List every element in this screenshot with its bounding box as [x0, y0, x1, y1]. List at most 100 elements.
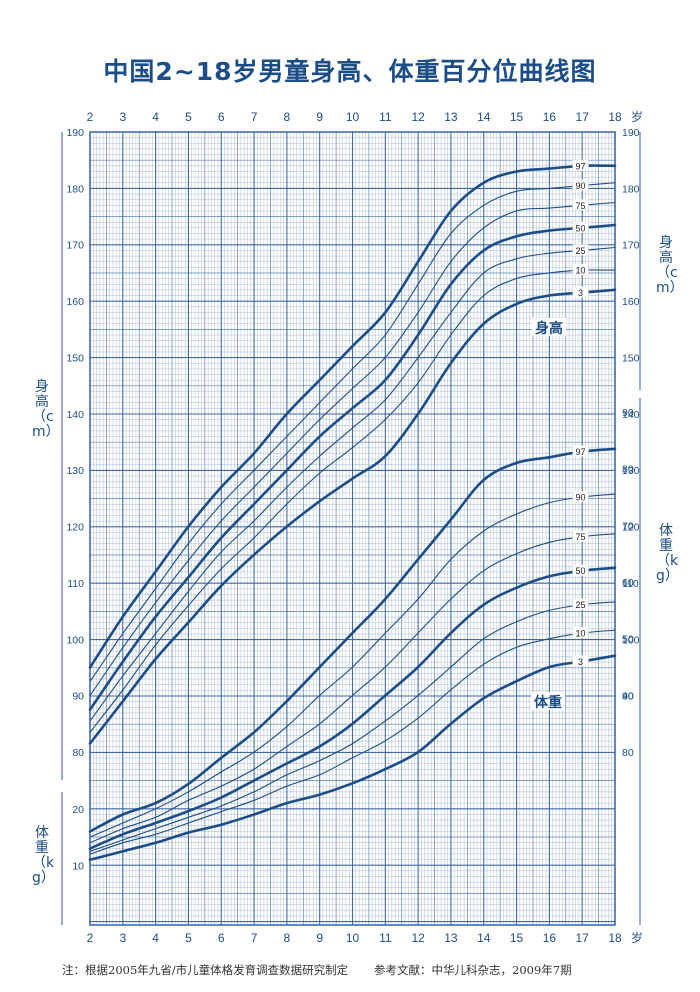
weight-tick-left: 10	[72, 861, 84, 873]
height-tick-left: 130	[66, 465, 84, 477]
height-label-p90: 90	[576, 181, 586, 191]
weight-label-bg-p90	[572, 490, 589, 502]
x-tick-bottom: 5	[185, 931, 192, 945]
height-curve-p97	[88, 164, 617, 669]
height-tick-left: 190	[66, 127, 84, 139]
height-curve-p3	[88, 288, 617, 745]
x-tick-top: 13	[444, 110, 458, 124]
height-tick-right: 120	[622, 522, 640, 534]
percentile-curves	[88, 164, 617, 862]
weight-label-p90: 90	[576, 492, 586, 502]
left-weight-axis-label: 体重（kg）	[32, 825, 55, 886]
height-tick-right: 170	[622, 240, 640, 252]
plot-frame	[89, 131, 616, 926]
right-weight-axis-label: 体重（kg）	[656, 523, 679, 584]
x-tick-top: 16	[543, 110, 557, 124]
weight-curve-p3	[88, 654, 617, 862]
x-tick-top: 4	[152, 110, 159, 124]
height-tick-right: 140	[622, 409, 640, 421]
height-tick-left: 160	[66, 296, 84, 308]
height-tick-right: 100	[622, 634, 640, 646]
weight-curve-p25	[89, 601, 616, 852]
height-tick-right: 190	[622, 127, 640, 139]
height-tick-left: 180	[66, 183, 84, 195]
height-caption-bg	[532, 318, 566, 336]
height-tick-right: 160	[622, 296, 640, 308]
height-tick-left: 80	[72, 747, 84, 759]
x-tick-bottom: 15	[510, 931, 524, 945]
weight-curve-p90	[89, 493, 616, 838]
height-curve-p50	[88, 223, 617, 711]
x-tick-top: 10	[346, 110, 360, 124]
x-tick-top: 5	[185, 110, 192, 124]
height-tick-left: 90	[72, 691, 84, 703]
height-tick-left: 110	[67, 578, 84, 590]
weight-tick-right: 70	[622, 520, 634, 532]
x-tick-top: 8	[284, 110, 291, 124]
weight-label-bg-p97	[572, 445, 589, 457]
height-label-bg-p3	[572, 286, 589, 298]
height-label-bg-p75	[572, 199, 589, 211]
height-tick-left: 150	[66, 352, 84, 364]
weight-label-p75: 75	[576, 532, 586, 542]
weight-caption: 体重	[534, 694, 562, 711]
weight-label-bg-p10	[572, 627, 589, 639]
x-tick-top: 7	[251, 110, 258, 124]
weight-curve-p75	[89, 533, 616, 844]
height-curve-p90	[89, 182, 616, 683]
x-tick-top: 17	[576, 110, 590, 124]
height-label-p50: 50	[576, 223, 586, 233]
x-tick-bottom: 9	[316, 931, 323, 945]
x-tick-bottom: 10	[346, 931, 360, 945]
weight-label-p10: 10	[576, 629, 586, 639]
x-unit-bottom: 岁	[631, 930, 643, 945]
height-tick-left: 140	[66, 409, 84, 421]
weight-tick-left: 20	[72, 804, 84, 816]
height-tick-right: 90	[622, 691, 634, 703]
x-unit-top: 岁	[631, 109, 643, 124]
grid	[89, 131, 616, 926]
x-tick-top: 9	[316, 110, 323, 124]
weight-tick-right: 40	[622, 690, 634, 702]
weight-label-p3: 3	[578, 657, 583, 667]
reference: 参考文献：中华儿科杂志，2009年7期	[374, 963, 572, 977]
x-tick-bottom: 4	[152, 931, 159, 945]
axes: 2 2 3 3 4 4 5 5 6 6 7 7 8 8 9 9 10 10 11 11 12 12 13 13 14 14 15 15…	[61, 109, 643, 945]
height-tick-right: 130	[622, 465, 640, 477]
height-tick-right: 180	[622, 183, 640, 195]
x-tick-bottom: 14	[477, 931, 491, 945]
height-tick-left: 100	[66, 634, 84, 646]
height-tick-right: 150	[622, 352, 640, 364]
height-tick-right: 110	[622, 578, 639, 590]
height-tick-right: 80	[622, 747, 634, 759]
weight-curve-p10	[89, 629, 616, 855]
weight-label-bg-p25	[572, 598, 589, 610]
height-label-p75: 75	[576, 201, 586, 211]
x-tick-top: 3	[119, 110, 126, 124]
x-tick-bottom: 2	[87, 931, 94, 945]
weight-tick-right: 90	[622, 407, 634, 419]
x-tick-bottom: 8	[284, 931, 291, 945]
height-tick-left: 120	[66, 522, 84, 534]
height-label-bg-p50	[572, 221, 589, 233]
left-height-axis-label: 身高（cm）	[32, 379, 60, 440]
weight-tick-right: 80	[622, 464, 634, 476]
x-tick-top: 14	[477, 110, 491, 124]
height-label-p10: 10	[576, 266, 586, 276]
footnote: 注：根据2005年九省/市儿童体格发育调查数据研究制定	[62, 963, 349, 977]
height-curve-p25	[89, 246, 616, 722]
weight-label-p97: 97	[576, 447, 586, 457]
x-tick-top: 2	[87, 110, 94, 124]
height-label-p3: 3	[578, 288, 583, 298]
weight-curve-p97	[88, 447, 617, 833]
weight-label-p25: 25	[576, 600, 586, 610]
weight-tick-right: 50	[622, 634, 634, 646]
x-tick-bottom: 7	[251, 931, 258, 945]
x-tick-top: 18	[608, 110, 622, 124]
height-label-bg-p90	[572, 179, 589, 191]
weight-label-bg-p3	[572, 655, 589, 667]
height-label-p25: 25	[576, 246, 586, 256]
x-tick-top: 15	[510, 110, 524, 124]
x-tick-bottom: 12	[411, 931, 425, 945]
weight-caption-bg	[531, 692, 565, 710]
